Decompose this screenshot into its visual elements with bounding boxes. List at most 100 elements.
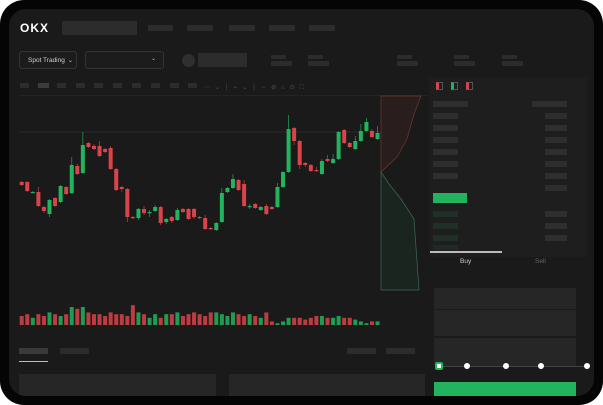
volume-bar (119, 314, 124, 325)
candle-body (375, 133, 380, 139)
timeframe-button[interactable] (188, 83, 197, 88)
volume-bar (136, 312, 141, 325)
nav-item[interactable] (309, 25, 335, 31)
volume-bar (347, 317, 352, 325)
stat-value (308, 61, 329, 66)
amount-input[interactable] (434, 310, 576, 336)
candle-body (75, 166, 80, 174)
volume-bar (58, 316, 63, 325)
volume-bar (108, 312, 113, 325)
nav-item[interactable] (229, 25, 255, 31)
candle-body (158, 207, 163, 223)
timeframe-button[interactable] (57, 83, 66, 88)
timeframe-button[interactable] (20, 83, 29, 88)
volume-bar (114, 314, 119, 325)
timeframe-button[interactable] (76, 83, 85, 88)
nav-item[interactable] (269, 25, 295, 31)
ask-amount (545, 185, 567, 191)
tab-buy[interactable]: Buy (460, 258, 472, 265)
slider-step-dot[interactable] (464, 363, 470, 369)
amount-slider-handle[interactable] (435, 362, 443, 370)
volume-bar (331, 317, 336, 325)
candle-body (64, 187, 69, 194)
candle-body (286, 129, 291, 172)
active-tab-underline (19, 361, 48, 362)
candle-body (269, 207, 274, 209)
candle-body (292, 128, 297, 141)
volume-bar (192, 312, 197, 325)
candle-body (175, 210, 180, 220)
bottom-action[interactable] (347, 348, 376, 354)
volume-bar (36, 314, 41, 325)
volume-bar (258, 317, 263, 325)
total-input[interactable] (434, 338, 576, 366)
candle-body (358, 131, 363, 141)
timeframe-button[interactable] (94, 83, 103, 88)
amount-slider-track[interactable] (439, 366, 587, 367)
timeframe-button[interactable] (132, 83, 141, 88)
ask-price (433, 161, 458, 167)
timeframe-button[interactable] (170, 83, 179, 88)
candle-body (114, 169, 119, 190)
candle-body (214, 223, 219, 230)
candle-body (331, 159, 336, 163)
candle-body (353, 141, 358, 149)
bottom-panel-right (229, 374, 425, 396)
candle-body (97, 146, 102, 156)
candlestick-chart[interactable] (9, 9, 594, 396)
candle-body (258, 207, 263, 210)
timeframe-button[interactable] (38, 83, 49, 88)
buy-submit-button[interactable] (434, 382, 576, 396)
candle-body (41, 207, 46, 211)
candle-body (275, 187, 280, 207)
candle-body (347, 143, 352, 147)
orderbook-bids-icon[interactable] (451, 82, 458, 90)
bottom-action[interactable] (386, 348, 415, 354)
pair-dropdown[interactable]: ⌄ (85, 51, 164, 69)
volume-bar (303, 319, 308, 325)
divider (19, 95, 429, 96)
tab-open-orders[interactable] (19, 348, 48, 354)
chart-tool-icons[interactable]: ⋯⌄│⌐⌄│∼⊘⌂⊙⛶ (204, 85, 309, 91)
tab-order-history[interactable] (60, 348, 89, 354)
orderbook-asks-icon[interactable] (466, 82, 473, 90)
slider-step-dot[interactable] (503, 363, 509, 369)
candle-body (203, 218, 208, 229)
candle-body (125, 189, 130, 217)
slider-step-dot[interactable] (584, 363, 590, 369)
coin-price (198, 53, 247, 67)
volume-bar (375, 321, 380, 325)
nav-item[interactable] (187, 25, 213, 31)
volume-bar (281, 321, 286, 325)
volume-bar (97, 314, 102, 325)
candle-body (108, 148, 113, 169)
candle-body (319, 161, 324, 174)
volume-bar (219, 314, 224, 325)
candle-body (219, 193, 224, 222)
tab-sell[interactable]: Sell (535, 258, 546, 265)
nav-item[interactable] (148, 25, 173, 31)
spot-trading-dropdown[interactable]: Spot Trading ⌄ (19, 51, 77, 69)
candle-body (281, 172, 286, 187)
bid-price (433, 223, 458, 229)
timeframe-button[interactable] (151, 83, 160, 88)
volume-bar (275, 323, 280, 325)
candle-body (36, 192, 41, 206)
volume-bar (297, 317, 302, 325)
volume-bar (91, 314, 96, 325)
slider-step-dot[interactable] (538, 363, 544, 369)
ask-price (433, 173, 458, 179)
ask-amount (545, 173, 567, 179)
okx-logo[interactable]: OKX (20, 21, 50, 35)
search-box[interactable] (62, 21, 137, 35)
bid-price (433, 245, 458, 250)
orderbook-both-icon[interactable] (436, 82, 443, 90)
volume-bar (147, 317, 152, 325)
timeframe-button[interactable] (113, 83, 122, 88)
stat-label (397, 55, 412, 59)
candle-body (53, 198, 58, 206)
volume-bar (175, 312, 180, 325)
candle-body (164, 219, 169, 222)
price-input[interactable] (434, 288, 576, 309)
volume-bar (230, 312, 235, 325)
